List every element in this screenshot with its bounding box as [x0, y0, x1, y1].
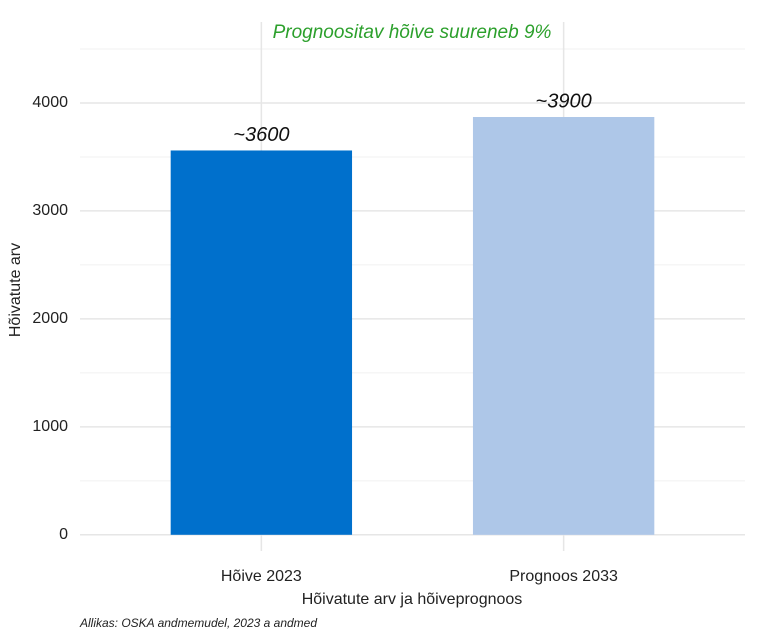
y-axis-title: Hõivatute arv: [7, 243, 24, 337]
y-tick-label: 0: [59, 526, 68, 543]
value-label: ~3900: [536, 90, 592, 112]
bar: [472, 117, 655, 535]
y-tick-label: 4000: [32, 94, 68, 111]
y-tick-label: 3000: [32, 202, 68, 219]
x-tick-label: Hõive 2023: [221, 568, 302, 585]
caption: Allikas: OSKA andmemudel, 2023 a andmed: [79, 616, 317, 630]
chart-title: Prognoositav hõive suureneb 9%: [273, 22, 552, 43]
x-tick-label: Prognoos 2033: [509, 568, 618, 585]
y-tick-label: 2000: [32, 310, 68, 327]
value-label: ~3600: [233, 124, 289, 146]
y-tick-label: 1000: [32, 418, 68, 435]
bar: [170, 150, 353, 535]
x-axis-title: Hõivatute arv ja hõiveprognoos: [302, 591, 523, 608]
